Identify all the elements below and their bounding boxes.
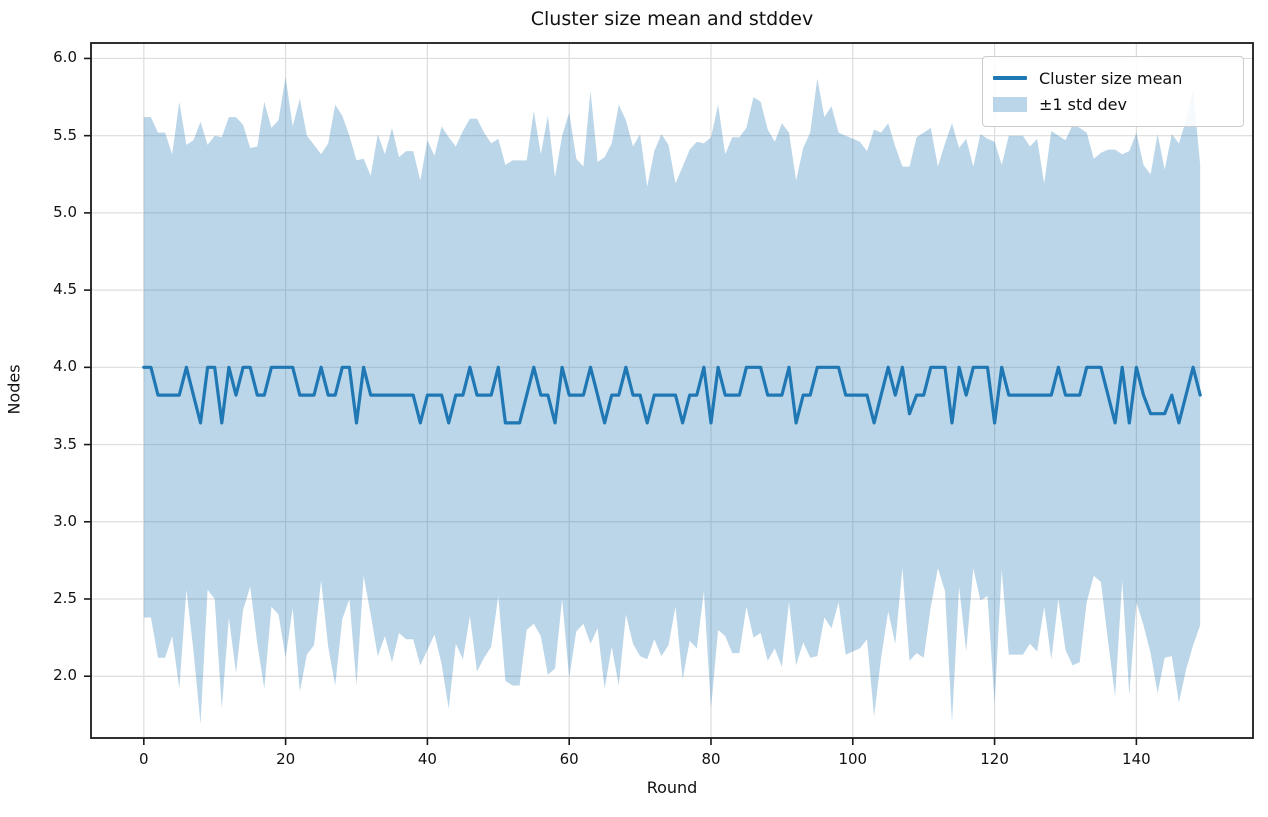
legend-label-mean: Cluster size mean bbox=[1039, 68, 1183, 88]
x-axis-label: Round bbox=[646, 778, 698, 797]
y-tick-label: 2.0 bbox=[53, 666, 77, 685]
x-tick-label: 40 bbox=[417, 750, 437, 768]
y-tick-label: 5.0 bbox=[53, 202, 77, 221]
y-tick-label: 3.5 bbox=[53, 434, 77, 453]
y-tick-label: 4.0 bbox=[53, 357, 77, 376]
legend-item-mean: Cluster size mean bbox=[993, 65, 1233, 91]
y-axis-label: Nodes bbox=[4, 364, 24, 415]
y-tick-label: 5.5 bbox=[53, 125, 77, 144]
y-tick-label: 4.5 bbox=[53, 280, 77, 299]
legend-label-stddev: ±1 std dev bbox=[1039, 94, 1127, 114]
stddev-band bbox=[143, 77, 1201, 725]
legend: Cluster size mean ±1 std dev bbox=[982, 56, 1244, 127]
x-tick-label: 140 bbox=[1122, 750, 1151, 768]
y-tick-label: 2.5 bbox=[53, 589, 77, 607]
y-tick-label: 6.0 bbox=[53, 48, 77, 67]
x-tick-label: 20 bbox=[276, 750, 296, 768]
legend-line-swatch bbox=[993, 76, 1027, 80]
x-tick-label: 100 bbox=[838, 750, 868, 768]
legend-item-stddev: ±1 std dev bbox=[993, 91, 1233, 117]
x-tick-label: 80 bbox=[701, 750, 721, 768]
y-tick-label: 3.0 bbox=[53, 511, 77, 530]
mean-line bbox=[142, 365, 1202, 425]
x-tick-label: 0 bbox=[139, 750, 149, 768]
axes-spines bbox=[90, 42, 1254, 739]
chart-title: Cluster size mean and stddev bbox=[530, 8, 814, 30]
legend-patch-swatch bbox=[993, 96, 1027, 112]
x-tick-label: 60 bbox=[559, 750, 579, 768]
x-tick-label: 120 bbox=[980, 750, 1009, 768]
